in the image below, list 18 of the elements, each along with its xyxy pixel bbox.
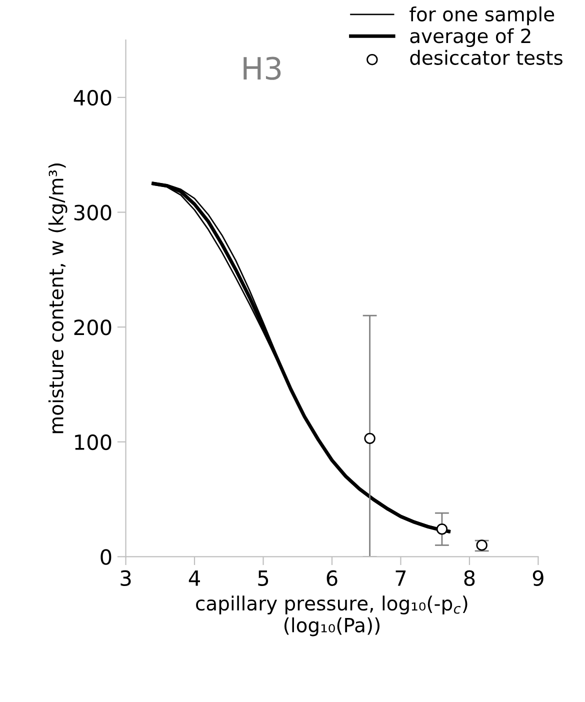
y-tick-label: 300 (74, 204, 112, 220)
y-tick-label: 200 (74, 320, 112, 336)
x-tick-label: 6 (326, 570, 338, 586)
x-tick-label: 3 (120, 570, 131, 586)
legend-label: for one sample (410, 6, 554, 26)
chart-title: H3 (244, 56, 281, 80)
text: capillary pressure, log₁₀(-p$_{c}$) (log₁₀(Pa)) (196, 596, 468, 636)
y-tick-label: 100 (75, 434, 112, 450)
x-tick-label: 8 (464, 570, 475, 586)
x-tick-label: 9 (532, 570, 544, 586)
x-tick-label: 5 (258, 570, 268, 586)
y-axis-title: moisture content, w (kg/m³) (48, 164, 68, 434)
legend-label: desiccator tests (410, 50, 562, 65)
x-tick-label: 7 (396, 570, 406, 586)
legend-label: average of 2 (410, 28, 530, 48)
x-tick-label: 4 (188, 570, 200, 586)
y-tick-label: 400 (74, 90, 112, 106)
y-tick-label: 0 (100, 549, 112, 565)
